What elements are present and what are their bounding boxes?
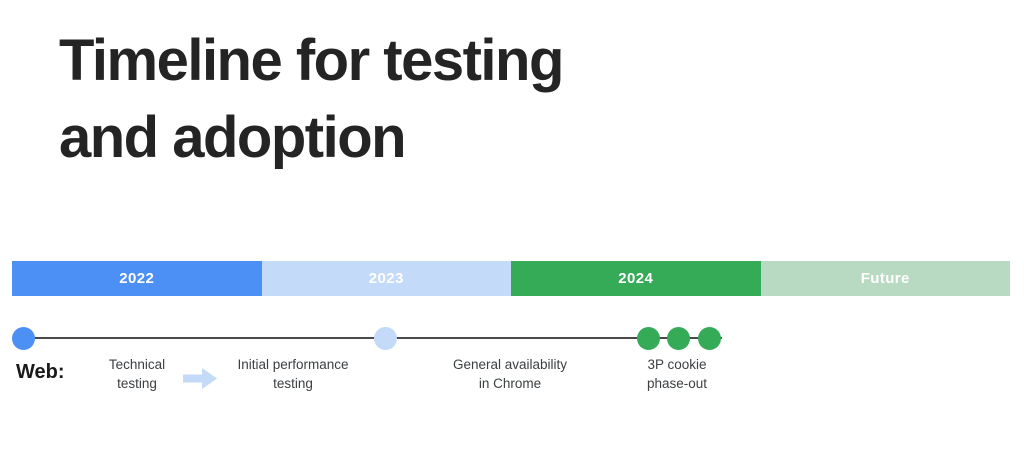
year-segment-label: Future bbox=[860, 270, 910, 287]
event-label-line: testing bbox=[273, 375, 313, 391]
timeline-track-line bbox=[23, 337, 722, 339]
event-label-line: testing bbox=[117, 375, 157, 391]
year-segment-2023: 2023 bbox=[261, 261, 511, 296]
page-title: Timeline for testing and adoption bbox=[59, 22, 564, 176]
milestone-dot-3p-phaseout-2 bbox=[667, 327, 690, 350]
milestone-dot-technical-testing bbox=[12, 327, 35, 350]
event-label-line: Technical bbox=[108, 357, 166, 372]
year-segment-label: 2023 bbox=[368, 270, 404, 287]
event-label-initial-performance-testing: Initial performance testing bbox=[237, 356, 348, 393]
event-label-general-availability: General availability in Chrome bbox=[453, 356, 567, 393]
year-bar: 2022 2023 2024 Future bbox=[12, 261, 1010, 296]
year-segment-future: Future bbox=[760, 261, 1010, 296]
page-title-line-1: Timeline for testing bbox=[59, 28, 564, 93]
year-segment-label: 2022 bbox=[119, 270, 155, 287]
event-label-3p-cookie-phaseout: 3P cookie phase-out bbox=[647, 356, 707, 393]
event-label-line: 3P cookie bbox=[647, 357, 707, 372]
web-row-label: Web: bbox=[16, 361, 65, 383]
event-label-line: General availability bbox=[452, 357, 568, 372]
year-segment-2022: 2022 bbox=[12, 261, 262, 296]
milestone-dot-3p-phaseout-3 bbox=[698, 327, 721, 350]
event-label-technical-testing: Technical testing bbox=[109, 356, 165, 393]
year-segment-2024: 2024 bbox=[511, 261, 761, 296]
event-label-line: Initial performance bbox=[237, 357, 349, 372]
page-title-line-2: and adoption bbox=[59, 105, 407, 170]
event-label-line: phase-out bbox=[646, 375, 708, 391]
milestone-dot-3p-phaseout-1 bbox=[637, 327, 660, 350]
right-arrow-icon bbox=[183, 368, 217, 394]
year-segment-label: 2024 bbox=[618, 270, 654, 287]
milestone-dot-initial-performance bbox=[374, 327, 397, 350]
event-label-line: in Chrome bbox=[478, 375, 542, 391]
